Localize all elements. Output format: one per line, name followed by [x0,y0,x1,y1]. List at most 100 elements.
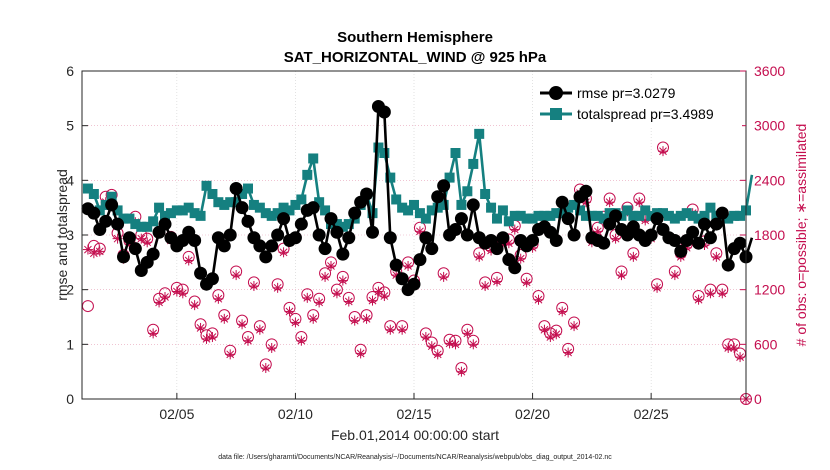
totalspread-point [165,208,176,219]
totalspread-point [195,210,206,221]
obs-assimilated-point [628,251,639,262]
obs-assimilated-point [148,328,159,339]
totalspread-point [88,189,99,199]
obs-assimilated-point [266,342,277,353]
obs-assimilated-point [160,291,170,302]
rmse-point [194,266,208,280]
totalspread-point [438,199,449,210]
x-tick-label: 02/25 [634,406,669,422]
rmse-point [383,231,397,245]
totalspread-point [154,202,165,213]
obs-assimilated-point [456,366,467,377]
totalspread-point [575,205,585,216]
obs-assimilated-point [343,296,354,307]
obs-assimilated-point [213,293,224,304]
rmse-point [128,242,142,256]
obs-assimilated-point [171,286,182,297]
obs-assimilated-point [385,324,396,335]
rmse-point [105,198,119,212]
x-tick-label: 02/15 [396,406,431,422]
totalspread-point [302,169,313,180]
obs-assimilated-point [254,324,265,335]
obs-assimilated-point [219,313,230,324]
obs-assimilated-point [361,313,372,324]
obs-assimilated-point [551,329,562,340]
rmse-point [111,217,125,231]
rmse-point [99,214,113,228]
obs-assimilated-point [136,233,147,244]
rmse-point [460,228,474,242]
totalspread-point [711,210,722,221]
totalspread-point [207,189,218,199]
obs-assimilated-point [474,251,485,262]
obs-assimilated-point [533,294,544,305]
rmse-point [312,228,326,242]
rmse-point [437,179,451,193]
chart-subtitle: SAT_HORIZONTAL_WIND @ 925 hPa [284,49,547,66]
totalspread-point [379,148,390,158]
axis-ticks: 0 600 1200 1800 2400 3000 3600 02/05 02/10 02/15 0… [66,63,785,422]
obs-assimilated-point [326,260,336,271]
totalspread-point [414,208,425,219]
obs-assimilated-point [420,332,431,343]
y-right-tick-label: 2400 [754,172,785,188]
totalspread-point [278,202,289,213]
obs-assimilated-point [302,292,313,303]
obs-assimilated-point [207,332,218,343]
obs-assimilated-point [509,224,520,235]
totalspread-point [646,210,657,221]
totalspread-point [503,216,514,227]
obs-assimilated-point [669,270,680,281]
totalspread-point [171,205,182,216]
obs-assimilated-point [320,271,331,282]
rmse-point [567,228,581,242]
rmse-point [561,212,575,226]
obs-assimilated-point [94,246,105,257]
legend-spread-label: totalspread pr=3.4989 [577,106,714,122]
totalspread-point [248,199,259,210]
x-tick-label: 02/20 [515,406,550,422]
obs-assimilated-point [468,339,479,350]
obs-assimilated-point [492,276,502,287]
rmse-point [306,201,320,215]
totalspread-point [551,208,562,219]
totalspread-point [225,197,236,208]
x-axis-label: Feb.01,2014 00:00:00 start [331,427,499,443]
data-file-footnote: data file: /Users/gharamti/Documents/NCA… [218,454,612,461]
y-tick-label: 1 [66,336,74,352]
totalspread-point [189,208,200,219]
totalspread-point [237,189,248,199]
totalspread-point [82,183,93,194]
rmse-point [348,206,362,220]
rmse-point [466,198,480,212]
obs-assimilated-point [183,255,194,266]
totalspread-point [213,197,224,208]
obs-assimilated-point [426,341,437,352]
obs-assimilated-point [290,317,301,328]
rmse-point [271,228,285,242]
obs-assimilated-point [272,282,283,293]
obs-assimilated-point [142,237,153,248]
obs-assimilated-point [610,233,621,244]
y-tick-label: 2 [66,282,74,298]
totalspread-point [699,210,710,221]
rmse-point [526,233,540,247]
totalspread-point [658,208,668,219]
totalspread-point [130,219,141,230]
rmse-point [265,239,279,253]
rmse-point [674,244,688,258]
totalspread-point [628,210,639,221]
rmse-point [454,212,468,226]
totalspread-point [320,205,331,216]
totalspread-point [480,189,491,199]
rmse-point [555,195,569,209]
totalspread-point [124,213,135,224]
rmse-point [336,247,350,261]
rmse-point [377,105,391,119]
rmse-point [229,182,243,196]
totalspread-point [450,148,461,158]
totalspread-point [231,197,242,208]
y-tick-label: 0 [66,391,74,407]
y-right-tick-label: 1200 [754,282,785,298]
totalspread-point [337,221,348,232]
